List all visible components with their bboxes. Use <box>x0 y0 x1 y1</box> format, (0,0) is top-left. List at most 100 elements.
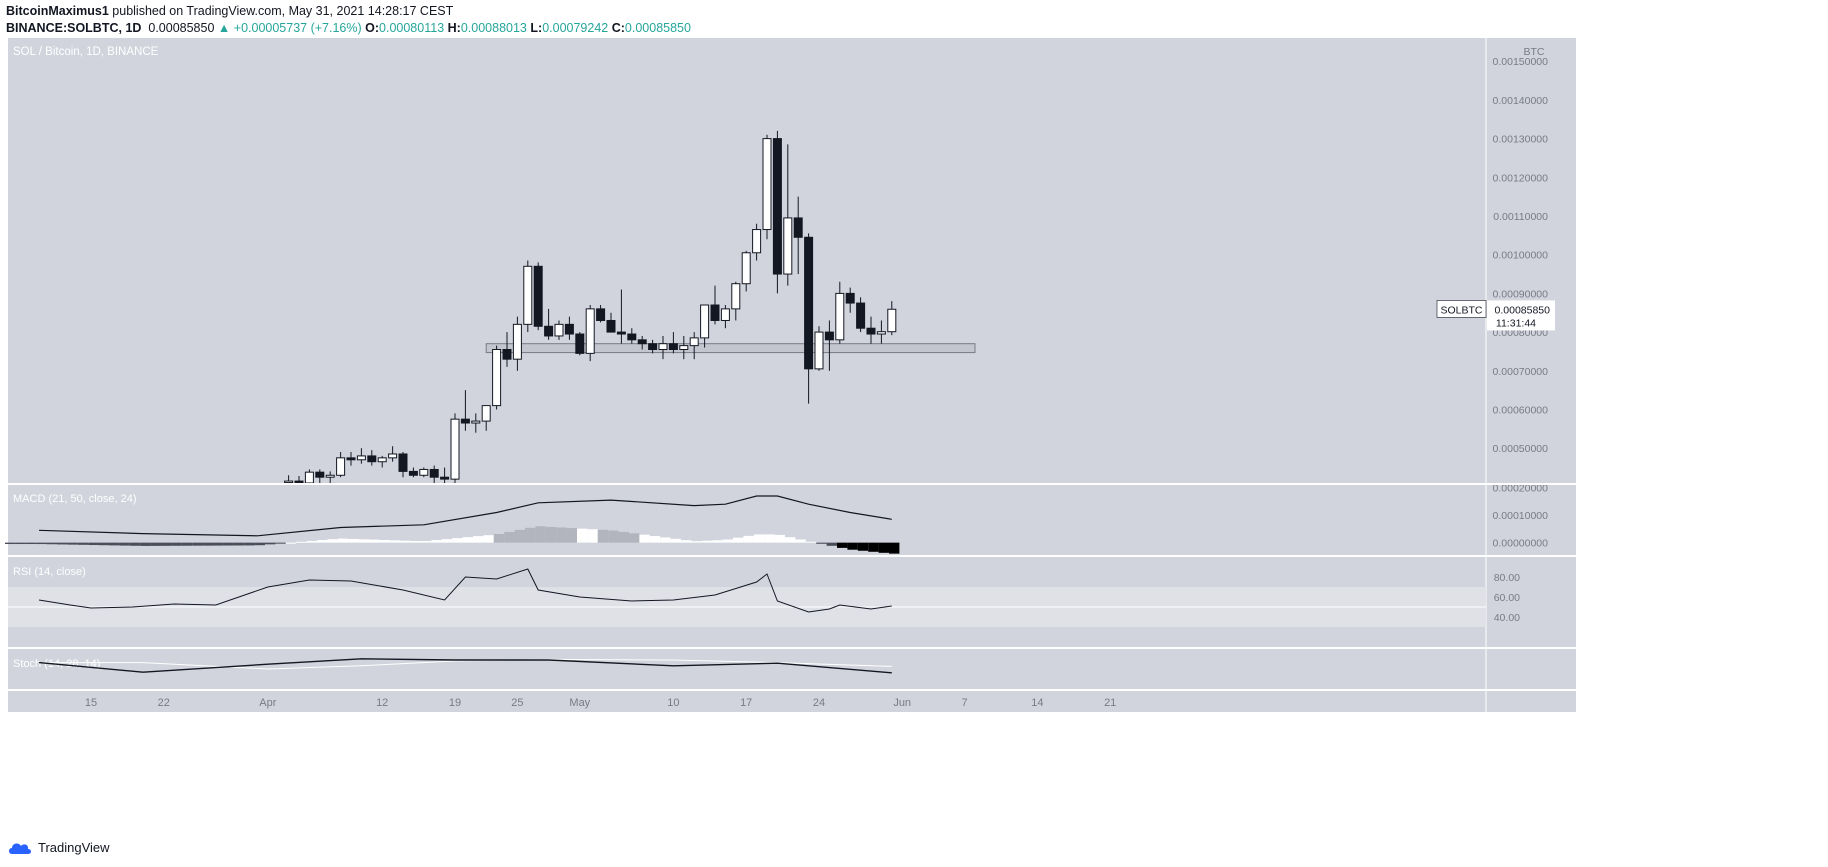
candle-down <box>564 323 574 335</box>
macd-histogram-bar <box>285 542 297 544</box>
macd-title: MACD (21, 50, close, 24) <box>13 493 137 505</box>
candle-up <box>325 474 335 478</box>
time-tick-label: May <box>569 697 590 709</box>
macd-histogram-bar <box>712 540 723 543</box>
rsi-pane-axis <box>1486 557 1576 647</box>
time-tick-label: 24 <box>813 697 825 709</box>
macd-histogram-bar <box>36 542 47 545</box>
candle-down <box>544 325 554 337</box>
macd-histogram-bar <box>389 540 401 543</box>
candle-up <box>471 420 481 424</box>
candle-up <box>814 331 824 370</box>
candle-up <box>356 455 366 461</box>
macd-histogram-bar <box>649 536 661 543</box>
candle-down <box>772 138 782 275</box>
macd-histogram-bar <box>805 541 817 543</box>
price-tick-label: 0.00090000 <box>1493 288 1549 300</box>
close-value: 0.00085850 <box>624 21 691 35</box>
price-pane-axis <box>1486 38 1576 483</box>
macd-histogram-bar <box>504 531 515 543</box>
macd-histogram-bar <box>233 542 245 546</box>
macd-histogram-bar <box>826 542 837 546</box>
macd-histogram-bar <box>639 534 650 543</box>
price-tick-label: 0.00120000 <box>1493 172 1549 184</box>
macd-histogram-bar <box>358 539 369 543</box>
macd-tick-label: 0.00000000 <box>1493 538 1549 550</box>
macd-histogram-bar <box>597 529 609 543</box>
last-price-value: 0.00085850 <box>1495 304 1551 316</box>
time-tick-label: 17 <box>740 697 752 709</box>
macd-histogram-bar <box>369 539 380 543</box>
price-tick-label: 0.00150000 <box>1493 56 1549 68</box>
time-tick-label: 21 <box>1104 697 1116 709</box>
price-tick-label: 0.00110000 <box>1493 211 1548 223</box>
macd-histogram-bar <box>46 542 57 545</box>
candle-up <box>388 453 398 459</box>
price-tick-label: 0.00070000 <box>1493 366 1549 378</box>
author-name[interactable]: BitcoinMaximus1 <box>6 4 109 18</box>
time-tick-label: 25 <box>511 697 523 709</box>
macd-histogram-bar <box>857 542 869 551</box>
close-label: C: <box>611 21 625 35</box>
rsi-tick-label: 80.00 <box>1494 572 1520 584</box>
candle-up <box>304 471 314 483</box>
last-price-label <box>1436 300 1555 331</box>
macd-histogram-bar <box>691 541 702 543</box>
candle-down <box>502 349 512 360</box>
macd-histogram-bar <box>161 542 172 546</box>
last-price-box <box>1487 300 1555 331</box>
candle-down <box>856 302 866 329</box>
macd-tick-label: 0.00010000 <box>1493 510 1549 522</box>
macd-histogram-bar <box>483 535 494 543</box>
candle-down <box>294 480 304 483</box>
candle-down <box>315 471 325 478</box>
macd-histogram-bar <box>525 527 536 543</box>
macd-histogram-bar <box>129 542 141 546</box>
candle-down <box>710 304 720 321</box>
price-axis-unit: BTC <box>1524 46 1545 58</box>
macd-histogram-bar <box>171 542 182 546</box>
time-tick-label: 10 <box>667 697 679 709</box>
macd-histogram-bar <box>192 542 203 546</box>
candle-up <box>679 345 689 350</box>
chart-title: SOL / Bitcoin, 1D, BINANCE <box>13 46 159 58</box>
candle-up <box>887 308 897 333</box>
macd-histogram-bar <box>202 542 213 546</box>
macd-histogram-bar <box>473 536 484 543</box>
macd-histogram-bar <box>577 528 588 543</box>
candle-up <box>731 283 741 310</box>
candle-up <box>492 349 502 407</box>
candle-down <box>346 457 356 461</box>
candle-down <box>460 418 470 424</box>
macd-histogram-bar <box>379 539 390 543</box>
macd-histogram-bar <box>774 534 785 543</box>
candle-down <box>596 308 606 321</box>
macd-histogram-bar <box>660 537 671 543</box>
macd-tick-label: 0.00020000 <box>1493 483 1549 495</box>
stoch-pane <box>8 649 1486 689</box>
macd-histogram-bar <box>327 539 338 543</box>
high-label: H: <box>447 21 461 35</box>
open-label: O: <box>365 21 380 35</box>
macd-histogram-bar <box>889 542 900 554</box>
macd-histogram-bar <box>348 538 359 543</box>
macd-histogram-bar <box>296 541 307 543</box>
candle-up <box>481 405 491 422</box>
candle-up <box>377 457 387 463</box>
time-tick-label: 7 <box>962 697 968 709</box>
time-tick-label: 19 <box>449 697 461 709</box>
footer-brand[interactable]: TradingView <box>38 840 110 855</box>
candle-up <box>720 308 730 321</box>
macd-histogram-bar <box>608 530 619 543</box>
macd-histogram-bar <box>254 542 265 546</box>
macd-histogram-bar <box>400 540 411 543</box>
high-value: 0.00088013 <box>460 21 527 35</box>
candle-down <box>398 453 408 472</box>
macd-histogram-bar <box>764 534 775 543</box>
macd-histogram-bar <box>878 542 889 553</box>
price-tick-label: 0.00050000 <box>1493 443 1549 455</box>
macd-histogram-bar <box>753 534 765 543</box>
macd-histogram-bar <box>681 540 692 543</box>
candle-down <box>440 476 450 480</box>
